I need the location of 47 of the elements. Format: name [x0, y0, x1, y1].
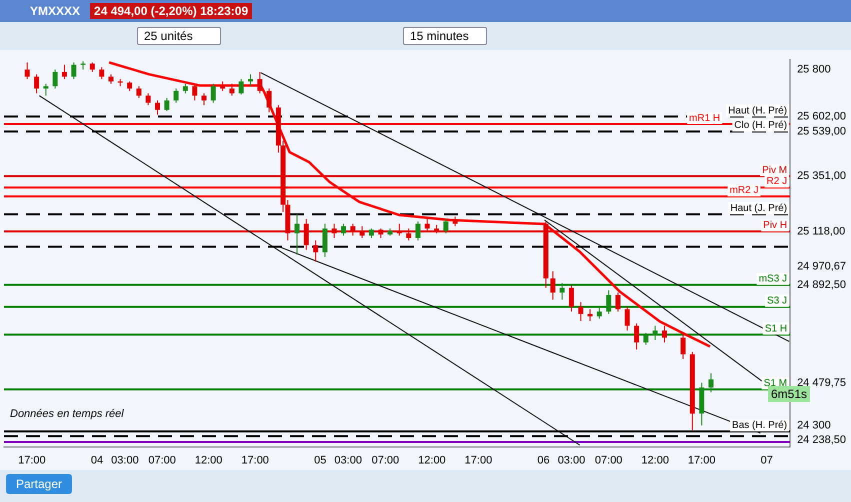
annotation: Données en temps réel: [10, 408, 124, 420]
ref-line-label: S1 H: [764, 323, 788, 334]
x-tick-label: 12:00: [641, 454, 669, 466]
y-tick-label: 25 602,00: [797, 110, 846, 123]
text: 25 unités: [137, 27, 221, 45]
y-tick-label: 25 800: [797, 64, 831, 76]
x-tick-label: 07:00: [372, 454, 400, 466]
ref-line-label: Haut (H. Pré): [728, 105, 788, 116]
x-tick-label: 05: [314, 454, 326, 466]
x-tick-label: 07:00: [148, 454, 176, 466]
ref-line-label: mR2 J: [730, 185, 758, 196]
ref-line-label: Clo (H. Pré): [734, 120, 788, 132]
ref-line-label: S1 M: [764, 378, 788, 390]
chart-title: YMXXXX: [30, 4, 80, 18]
text: 15 minutes: [403, 27, 487, 45]
x-tick-label: 12:00: [418, 454, 446, 466]
y-tick-label: 24 300: [797, 419, 831, 432]
y-tick-label: 24 238,50: [797, 434, 846, 446]
y-tick-label: 24 892,50: [797, 278, 846, 291]
x-tick-label: 17:00: [241, 454, 269, 466]
x-tick-label: 07: [760, 454, 773, 466]
ref-line-label: R2 J: [766, 176, 788, 188]
x-tick-label: 17:00: [688, 454, 716, 466]
ref-line-label: mR1 H: [689, 112, 720, 124]
x-tick-label: 03:00: [334, 454, 362, 466]
x-tick-label: 03:00: [558, 454, 586, 466]
x-tick-label: 17:00: [18, 454, 46, 466]
ref-line-label: mS3 J: [758, 274, 788, 285]
ref-line-label: S3 J: [767, 296, 788, 307]
y-tick-label: 25 351,00: [797, 170, 846, 182]
x-tick-label: 04: [90, 454, 104, 466]
y-tick-label: 25 118,00: [797, 225, 846, 238]
annotation: 6m51s: [768, 386, 810, 402]
ref-line-label: Piv M: [762, 164, 788, 176]
ref-line-label: Haut (J. Pré): [730, 203, 788, 214]
y-tick-label: 24 479,75: [797, 376, 846, 389]
text: Partager: [6, 474, 72, 494]
chart-subtitle: 24 494,00 (-2,20%) 18:23:09: [90, 3, 252, 19]
x-tick-label: 12:00: [194, 454, 222, 466]
y-tick-label: 25 539,00: [797, 126, 846, 138]
x-tick-label: 03:00: [111, 454, 139, 466]
ref-line-label: Piv H: [763, 220, 788, 232]
x-tick-label: 17:00: [464, 454, 492, 466]
x-tick-label: 06: [537, 454, 550, 466]
x-tick-label: 07:00: [594, 454, 622, 466]
ref-line-label: Bas (H. Pré): [732, 420, 788, 432]
y-tick-label: 24 970,67: [797, 260, 846, 272]
